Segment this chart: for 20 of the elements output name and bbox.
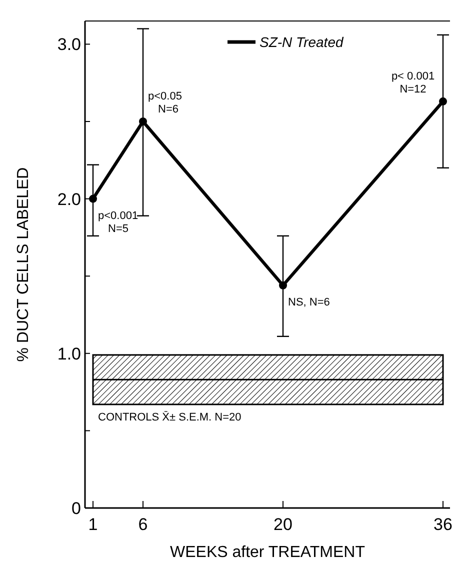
annotation: NS, N=6 xyxy=(288,296,330,308)
x-tick-label: 1 xyxy=(88,515,98,534)
y-axis-title: % DUCT CELLS LABELED xyxy=(15,167,32,362)
y-tick-label: 3.0 xyxy=(57,35,81,54)
x-tick-label: 20 xyxy=(274,515,292,534)
y-tick-label: 2.0 xyxy=(57,190,81,209)
legend-label: SZ-N Treated xyxy=(260,34,344,50)
band-label: CONTROLS X̄± S.E.M. N=20 xyxy=(98,410,242,424)
point xyxy=(139,117,147,126)
x-tick-label: 6 xyxy=(138,515,148,534)
y-tick-label: 0 xyxy=(72,499,81,518)
x-tick-label: 36 xyxy=(434,515,452,534)
annotation: p< 0.001 N=12 xyxy=(391,70,435,96)
annotation: p<0.001 N=5 xyxy=(98,210,138,235)
point xyxy=(279,281,287,290)
annotation: p<0.05 N=6 xyxy=(148,90,182,116)
x-axis-title: WEEKS after TREATMENT xyxy=(170,544,366,561)
point xyxy=(89,194,97,203)
point xyxy=(439,97,447,106)
y-tick-label: 1.0 xyxy=(57,344,81,364)
